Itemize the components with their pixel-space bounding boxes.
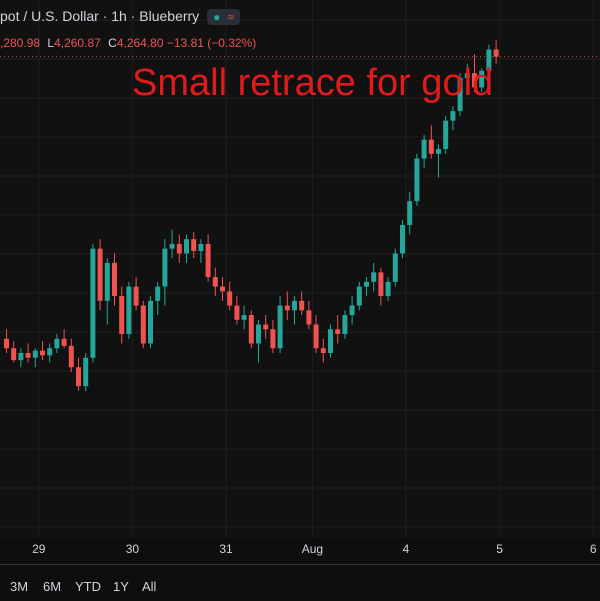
candle-up[interactable] <box>436 149 441 154</box>
candle-down[interactable] <box>40 350 45 356</box>
candle-up[interactable] <box>479 70 485 88</box>
candle-up[interactable] <box>450 111 456 121</box>
candle-down[interactable] <box>61 338 67 346</box>
candle-up[interactable] <box>277 305 283 349</box>
range-bar: 3M 6M YTD 1Y All <box>0 564 600 601</box>
x-tick-label: 30 <box>125 542 140 556</box>
candle-down[interactable] <box>112 262 117 297</box>
candle-down[interactable] <box>306 310 312 325</box>
candle-down[interactable] <box>140 305 146 344</box>
candle-up[interactable] <box>126 286 132 335</box>
candle-up[interactable] <box>443 120 449 150</box>
candle-up[interactable] <box>371 272 377 282</box>
candle-up[interactable] <box>104 262 110 301</box>
symbol-title: pot / U.S. Dollar · 1h · Blueberry <box>0 8 200 24</box>
candle-up[interactable] <box>148 300 153 344</box>
candle-down[interactable] <box>76 367 81 387</box>
candle-up[interactable] <box>162 248 168 287</box>
range-button-3m[interactable]: 3M <box>10 579 29 594</box>
range-button-all[interactable]: All <box>142 579 157 594</box>
candle-up[interactable] <box>349 305 355 316</box>
candle-up[interactable] <box>356 286 362 306</box>
candle-down[interactable] <box>176 243 182 254</box>
candle-down[interactable] <box>227 291 233 306</box>
candle-down[interactable] <box>25 352 31 358</box>
x-tick-label: 6 <box>589 542 597 556</box>
candle-down[interactable] <box>320 348 326 353</box>
candle-down[interactable] <box>119 296 125 335</box>
candle-up[interactable] <box>155 286 161 301</box>
candle-up[interactable] <box>241 315 247 320</box>
candle-down[interactable] <box>313 324 319 349</box>
x-tick-label: 5 <box>496 542 503 556</box>
price-chart[interactable] <box>0 0 600 538</box>
candle-up[interactable] <box>32 350 38 358</box>
high-value: ,280.98 <box>0 36 41 50</box>
candle-up[interactable] <box>407 201 413 225</box>
candle-down[interactable] <box>472 73 477 88</box>
close-label: C <box>108 36 117 50</box>
candle-down[interactable] <box>270 329 276 349</box>
candle-up[interactable] <box>385 281 391 297</box>
x-tick-label: 4 <box>402 542 410 556</box>
candle-down[interactable] <box>11 348 17 361</box>
wave-icon: ≈ <box>227 10 235 25</box>
candle-up[interactable] <box>486 49 492 71</box>
candle-up[interactable] <box>400 224 405 254</box>
status-badge[interactable]: ● ≈ <box>207 9 241 26</box>
status-dot-icon: ● <box>213 10 221 25</box>
candle-down[interactable] <box>205 243 211 278</box>
candle-up[interactable] <box>292 300 297 311</box>
candle-up[interactable] <box>464 73 470 78</box>
candle-down[interactable] <box>299 300 305 311</box>
candle-down[interactable] <box>97 248 103 301</box>
candle-down[interactable] <box>493 49 499 57</box>
low-label: L <box>47 36 55 50</box>
candle-down[interactable] <box>234 305 240 320</box>
candle-down[interactable] <box>220 286 225 292</box>
candle-down[interactable] <box>263 324 269 330</box>
candle-up[interactable] <box>414 158 420 202</box>
candle-down[interactable] <box>335 329 341 335</box>
candle-up[interactable] <box>364 281 369 287</box>
x-tick-label: 29 <box>32 542 46 556</box>
candle-down[interactable] <box>284 305 290 311</box>
candle-up[interactable] <box>256 324 261 344</box>
close-value: 4,264.80 <box>116 36 164 50</box>
candle-up[interactable] <box>90 248 96 358</box>
ohlc-legend: ,280.98 L4,260.87 C4,264.80 −13.81 (−0.3… <box>0 36 256 50</box>
candle-up[interactable] <box>392 253 398 282</box>
candle-up[interactable] <box>83 357 89 387</box>
low-value: 4,260.87 <box>54 36 101 50</box>
candle-up[interactable] <box>342 315 348 335</box>
candle-down[interactable] <box>133 286 139 306</box>
candle-down[interactable] <box>4 338 9 349</box>
change-value: −13.81 (−0.32%) <box>166 36 257 50</box>
candle-up[interactable] <box>184 239 189 254</box>
candle-down[interactable] <box>378 272 384 297</box>
chart-annotation[interactable]: Small retrace for gold <box>132 62 494 104</box>
candle-up[interactable] <box>457 77 463 112</box>
candle-up[interactable] <box>421 139 427 159</box>
range-button-ytd[interactable]: YTD <box>75 579 101 594</box>
x-tick-label: 31 <box>219 542 233 556</box>
candle-down[interactable] <box>191 239 197 252</box>
candle-up[interactable] <box>47 348 53 356</box>
candle-up[interactable] <box>169 243 175 249</box>
candle-up[interactable] <box>54 338 60 349</box>
candle-up[interactable] <box>18 352 24 361</box>
candle-down[interactable] <box>68 345 74 368</box>
candle-down[interactable] <box>428 139 434 154</box>
candle-up[interactable] <box>328 329 333 353</box>
symbol-legend: pot / U.S. Dollar · 1h · Blueberry ● ≈ <box>0 8 241 26</box>
range-button-1y[interactable]: 1Y <box>113 579 129 594</box>
candle-down[interactable] <box>212 277 218 287</box>
candle-up[interactable] <box>198 243 204 252</box>
time-axis[interactable]: 29 30 31 Aug 4 5 6 <box>0 538 600 564</box>
candle-down[interactable] <box>248 315 254 344</box>
x-tick-label: Aug <box>301 542 324 556</box>
range-button-6m[interactable]: 6M <box>43 579 62 594</box>
chart-area[interactable]: pot / U.S. Dollar · 1h · Blueberry ● ≈ ,… <box>0 0 600 538</box>
